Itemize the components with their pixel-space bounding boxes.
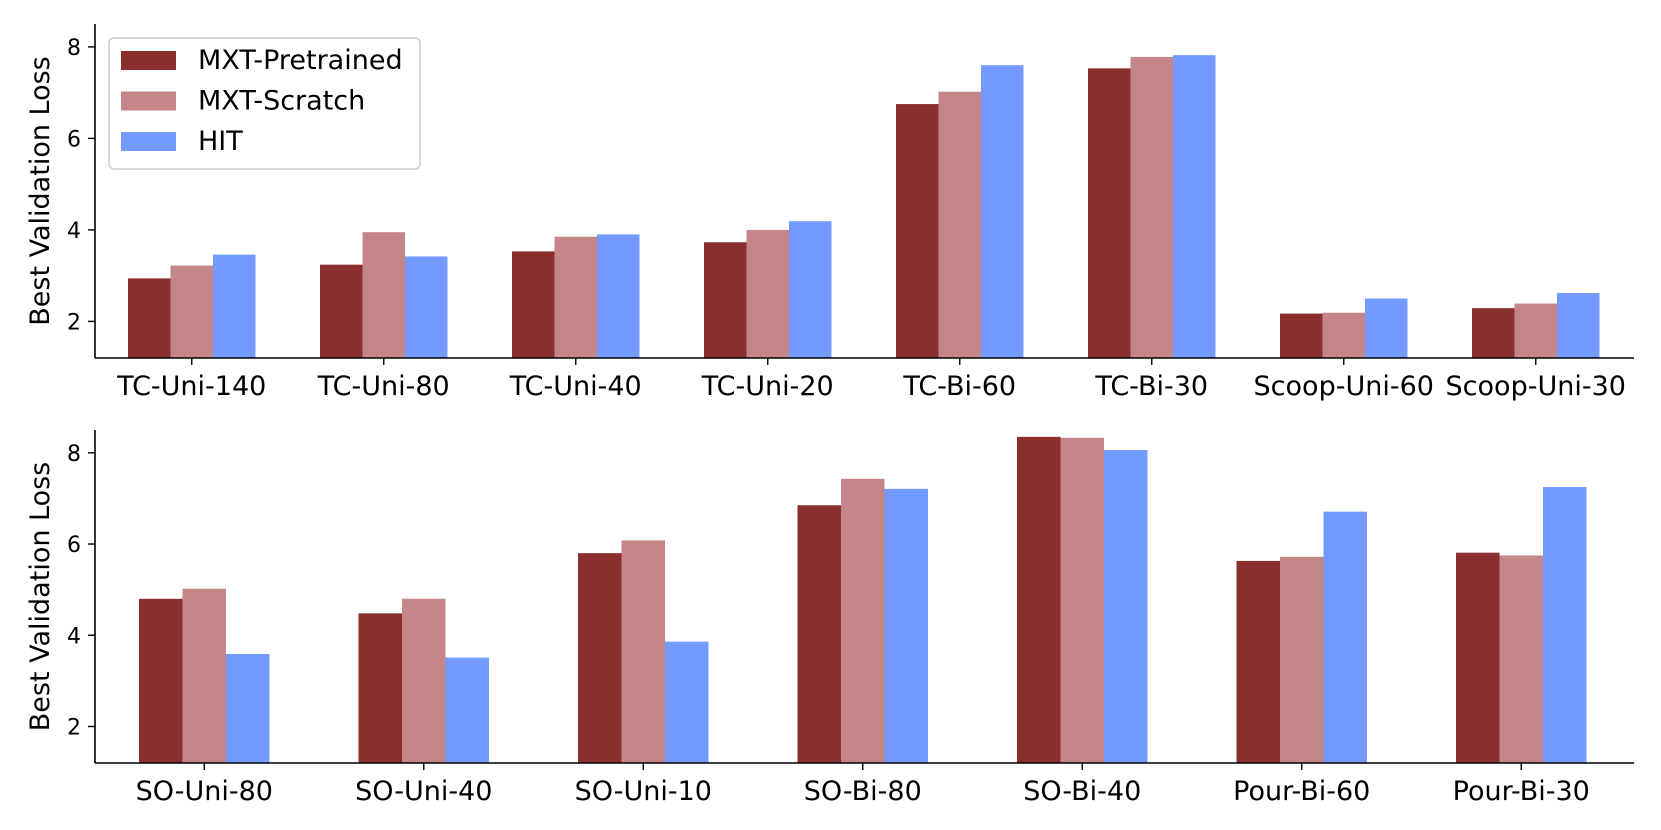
y-tick-label: 2 <box>67 716 81 741</box>
bar-mxt-scratch-tc-uni-80 <box>362 232 405 358</box>
y-tick-label: 8 <box>67 442 81 467</box>
bar-hit-tc-uni-80 <box>405 256 448 358</box>
legend-label-hit: HIT <box>198 126 243 157</box>
bar-mxt-pretrained-so-bi-80 <box>797 505 841 763</box>
bar-mxt-scratch-scoop-uni-30 <box>1514 303 1557 358</box>
x-tick-label: Pour-Bi-30 <box>1453 776 1590 807</box>
bar-mxt-scratch-so-uni-10 <box>621 540 665 763</box>
x-tick-label: Pour-Bi-60 <box>1233 776 1370 807</box>
legend-swatch-hit <box>121 132 176 151</box>
bar-mxt-pretrained-scoop-uni-60 <box>1280 313 1323 358</box>
legend-swatch-mxt-pretrained <box>121 51 176 70</box>
bar-hit-tc-uni-140 <box>213 254 256 358</box>
bar-mxt-scratch-tc-uni-20 <box>746 229 789 358</box>
bar-mxt-pretrained-scoop-uni-30 <box>1472 308 1515 358</box>
bar-mxt-pretrained-tc-uni-140 <box>128 278 171 358</box>
x-tick-label: TC-Bi-30 <box>1094 371 1208 402</box>
bar-mxt-scratch-scoop-uni-60 <box>1322 312 1365 358</box>
x-tick-label: SO-Uni-40 <box>355 776 492 807</box>
x-tick-label: SO-Uni-80 <box>136 776 273 807</box>
bar-mxt-pretrained-tc-uni-20 <box>704 242 747 358</box>
y-tick-label: 4 <box>67 219 81 244</box>
legend-label-mxt-scratch: MXT-Scratch <box>198 86 365 117</box>
y-tick-label: 2 <box>67 310 81 335</box>
bar-hit-scoop-uni-60 <box>1365 298 1408 358</box>
bar-mxt-scratch-tc-uni-40 <box>554 236 597 358</box>
bar-mxt-pretrained-so-uni-80 <box>139 598 183 763</box>
bar-mxt-scratch-tc-bi-30 <box>1130 56 1173 358</box>
bar-mxt-pretrained-tc-bi-30 <box>1088 68 1131 358</box>
y-tick-label: 6 <box>67 127 81 152</box>
y-axis-label: Best Validation Loss <box>25 56 56 326</box>
bar-hit-tc-bi-30 <box>1173 55 1216 358</box>
y-tick-label: 8 <box>67 36 81 61</box>
bar-mxt-scratch-so-bi-80 <box>841 478 885 763</box>
legend: MXT-Pretrained MXT-Scratch HIT <box>108 37 421 170</box>
bar-mxt-scratch-tc-uni-140 <box>170 265 213 358</box>
x-tick-label: TC-Uni-20 <box>701 371 834 402</box>
bar-mxt-scratch-so-uni-80 <box>182 588 226 763</box>
bar-mxt-scratch-tc-bi-60 <box>938 91 981 359</box>
x-tick-label: SO-Bi-40 <box>1023 776 1141 807</box>
bar-hit-pour-bi-60 <box>1323 511 1367 763</box>
bar-hit-pour-bi-30 <box>1543 487 1587 763</box>
x-tick-label: TC-Uni-140 <box>116 371 266 402</box>
legend-label-mxt-pretrained: MXT-Pretrained <box>198 45 403 76</box>
bar-mxt-scratch-so-uni-40 <box>402 598 446 763</box>
bottom-bar-chart: SO-Uni-80 SO-Uni-40 SO-Uni-10 SO-Bi-80 SO-Bi… <box>25 430 1634 807</box>
bar-mxt-pretrained-pour-bi-60 <box>1236 560 1280 763</box>
x-tick-label: Scoop-Uni-60 <box>1254 371 1434 402</box>
bar-mxt-pretrained-tc-uni-40 <box>512 251 555 358</box>
bar-mxt-pretrained-so-uni-10 <box>578 553 622 763</box>
bar-mxt-pretrained-pour-bi-30 <box>1456 552 1500 763</box>
bar-mxt-pretrained-so-uni-40 <box>358 613 402 763</box>
bar-hit-so-uni-80 <box>226 653 270 763</box>
top-bar-chart: TC-Uni-140 TC-Uni-80 TC-Uni-40 TC-Uni-20 TC-… <box>25 24 1634 402</box>
y-axis-label: Best Validation Loss <box>25 462 56 732</box>
bar-mxt-scratch-so-bi-40 <box>1060 437 1104 763</box>
x-tick-label: TC-Uni-40 <box>509 371 642 402</box>
bar-mxt-pretrained-tc-uni-80 <box>320 264 363 358</box>
x-tick-label: SO-Bi-80 <box>804 776 922 807</box>
bar-hit-so-uni-40 <box>445 657 489 763</box>
bar-mxt-pretrained-tc-bi-60 <box>896 104 939 358</box>
bar-hit-tc-bi-60 <box>981 65 1024 358</box>
bar-mxt-pretrained-so-bi-40 <box>1017 436 1061 763</box>
y-tick-label: 6 <box>67 533 81 558</box>
x-tick-label: Scoop-Uni-30 <box>1446 371 1626 402</box>
bar-hit-tc-uni-20 <box>789 221 832 358</box>
y-tick-label: 4 <box>67 624 81 649</box>
bar-hit-scoop-uni-30 <box>1557 293 1600 358</box>
bar-hit-so-bi-80 <box>884 488 928 763</box>
x-tick-label: TC-Uni-80 <box>317 371 450 402</box>
x-tick-label: SO-Uni-10 <box>575 776 712 807</box>
bar-mxt-scratch-pour-bi-30 <box>1499 555 1543 763</box>
bar-mxt-scratch-pour-bi-60 <box>1280 556 1324 763</box>
bar-hit-tc-uni-40 <box>597 234 640 358</box>
bar-hit-so-uni-10 <box>665 641 709 763</box>
legend-frame <box>108 37 421 170</box>
legend-swatch-mxt-scratch <box>121 91 176 111</box>
bar-hit-so-bi-40 <box>1104 450 1148 763</box>
x-tick-label: TC-Bi-60 <box>902 371 1016 402</box>
